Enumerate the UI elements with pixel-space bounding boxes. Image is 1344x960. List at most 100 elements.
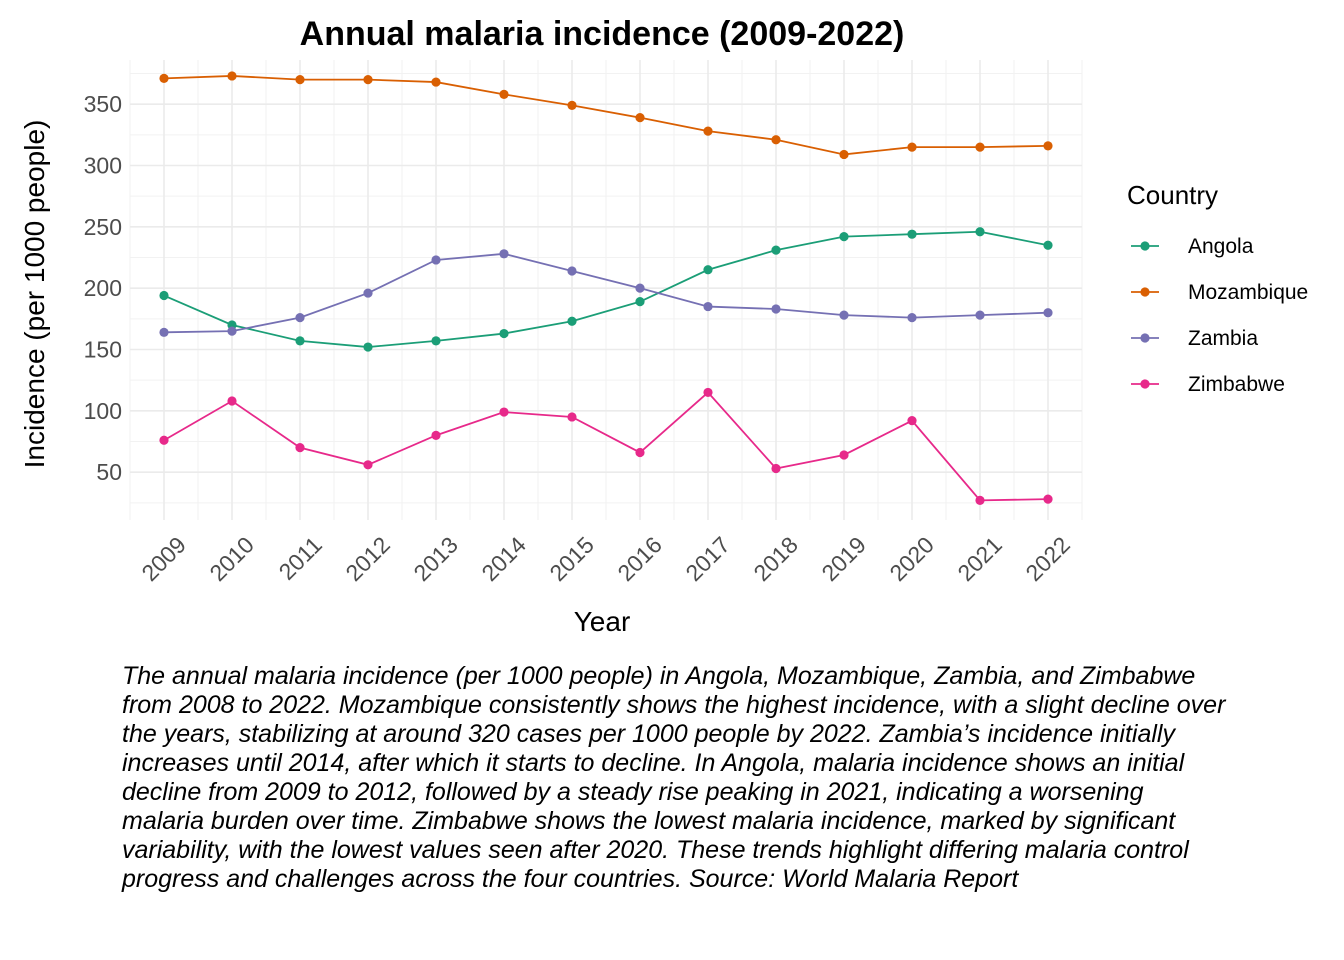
- legend-key-point: [1140, 287, 1150, 297]
- y-axis-ticks: 50 100 150 200 250 300 350: [84, 91, 122, 485]
- x-axis-ticks: 2009 2010 2011 2012 2013 2014 2015 2016 2017 2018…: [136, 531, 1075, 586]
- x-tick-label: 2015: [544, 532, 599, 587]
- data-point-mozambique: [567, 100, 577, 110]
- data-point-mozambique: [907, 142, 917, 152]
- data-point-zambia: [703, 301, 713, 312]
- legend-key-point: [1140, 379, 1150, 389]
- y-tick-label: 350: [84, 91, 122, 117]
- data-point-zimbabwe: [227, 396, 237, 406]
- data-point-angola: [975, 227, 985, 237]
- chart-title: Annual malaria incidence (2009-2022): [300, 15, 905, 53]
- data-point-zimbabwe: [567, 412, 577, 422]
- data-point-zimbabwe: [431, 430, 441, 440]
- data-point-mozambique: [499, 89, 509, 99]
- data-point-angola: [295, 336, 305, 346]
- data-point-angola: [159, 290, 169, 301]
- x-tick-label: 2019: [816, 532, 871, 587]
- data-point-zambia: [499, 249, 509, 259]
- series-line-zambia: [163, 252, 1049, 334]
- y-tick-label: 250: [84, 214, 122, 240]
- legend-label: Angola: [1188, 235, 1254, 258]
- data-point-zimbabwe: [703, 387, 713, 398]
- x-tick-label: 2022: [1020, 532, 1075, 587]
- data-point-zambia: [227, 326, 237, 336]
- series-line-angola: [163, 230, 1049, 348]
- data-point-zambia: [567, 266, 577, 276]
- data-point-zambia: [1043, 308, 1053, 318]
- data-point-zimbabwe: [771, 463, 781, 474]
- data-point-zambia: [771, 304, 781, 314]
- data-point-angola: [839, 232, 849, 242]
- x-tick-label: 2021: [952, 532, 1007, 587]
- data-point-zimbabwe: [975, 495, 985, 505]
- data-point-zimbabwe: [1043, 494, 1053, 504]
- x-axis-title: Year: [574, 606, 631, 637]
- y-tick-label: 100: [84, 398, 122, 424]
- data-point-zambia: [363, 288, 373, 298]
- x-tick-label: 2009: [136, 532, 191, 587]
- y-tick-label: 150: [84, 336, 122, 362]
- data-point-mozambique: [295, 75, 305, 85]
- data-point-angola: [567, 316, 577, 326]
- data-point-mozambique: [839, 149, 849, 160]
- y-tick-label: 300: [84, 152, 122, 178]
- legend-title: Country: [1127, 180, 1218, 210]
- data-point-angola: [499, 328, 509, 339]
- y-tick-label: 50: [96, 459, 122, 485]
- line-chart: Annual malaria incidence (2009-2022) 50 1…: [19, 15, 1308, 637]
- figure-caption: The annual malaria incidence (per 1000 p…: [122, 662, 1226, 893]
- data-point-zimbabwe: [295, 443, 305, 453]
- data-point-zambia: [907, 313, 917, 323]
- legend-key-point: [1140, 241, 1150, 251]
- x-tick-label: 2020: [884, 532, 939, 587]
- legend-item-mozambique: Mozambique: [1131, 281, 1308, 304]
- data-point-zimbabwe: [907, 416, 917, 426]
- x-tick-label: 2011: [274, 532, 327, 585]
- data-point-mozambique: [703, 126, 713, 136]
- data-point-zambia: [635, 283, 645, 293]
- series-line-mozambique: [163, 75, 1049, 156]
- x-tick-label: 2018: [748, 532, 803, 587]
- x-tick-label: 2013: [408, 532, 463, 587]
- legend-item-angola: Angola: [1131, 235, 1254, 258]
- x-tick-label: 2014: [476, 531, 531, 586]
- legend-item-zambia: Zambia: [1131, 327, 1258, 350]
- legend-item-zimbabwe: Zimbabwe: [1131, 373, 1285, 396]
- data-point-zimbabwe: [159, 435, 169, 445]
- data-point-mozambique: [771, 135, 781, 145]
- data-point-zimbabwe: [839, 450, 849, 460]
- data-point-mozambique: [1043, 141, 1053, 151]
- data-point-zimbabwe: [635, 447, 645, 458]
- x-tick-label: 2010: [204, 532, 259, 587]
- data-point-zambia: [159, 327, 169, 337]
- data-point-mozambique: [363, 75, 373, 85]
- data-point-mozambique: [431, 77, 441, 87]
- y-tick-label: 200: [84, 275, 122, 301]
- legend-label: Zambia: [1188, 327, 1258, 350]
- x-tick-label: 2017: [680, 532, 735, 587]
- legend: Country Angola Mozambique Zambia Zimbabwe: [1127, 180, 1308, 396]
- series-zambia: [159, 249, 1053, 337]
- data-point-mozambique: [159, 73, 169, 83]
- legend-label: Zimbabwe: [1188, 373, 1285, 396]
- series-angola: [159, 227, 1053, 352]
- data-point-angola: [771, 245, 781, 255]
- legend-label: Mozambique: [1188, 281, 1308, 304]
- series-layer: [159, 71, 1053, 505]
- data-point-angola: [363, 342, 373, 352]
- data-point-mozambique: [975, 142, 985, 152]
- data-point-angola: [703, 265, 713, 275]
- x-tick-label: 2012: [340, 532, 395, 587]
- data-point-angola: [1043, 240, 1053, 250]
- y-axis-title: Incidence (per 1000 people): [19, 120, 50, 469]
- data-point-zambia: [839, 310, 849, 320]
- series-line-zimbabwe: [163, 391, 1049, 502]
- data-point-zambia: [431, 255, 441, 265]
- data-point-zimbabwe: [499, 407, 509, 417]
- data-point-angola: [907, 229, 917, 239]
- series-zimbabwe: [159, 387, 1053, 505]
- grid: [129, 60, 1083, 520]
- data-point-angola: [635, 297, 645, 307]
- data-point-angola: [431, 336, 441, 346]
- data-point-zambia: [295, 313, 305, 323]
